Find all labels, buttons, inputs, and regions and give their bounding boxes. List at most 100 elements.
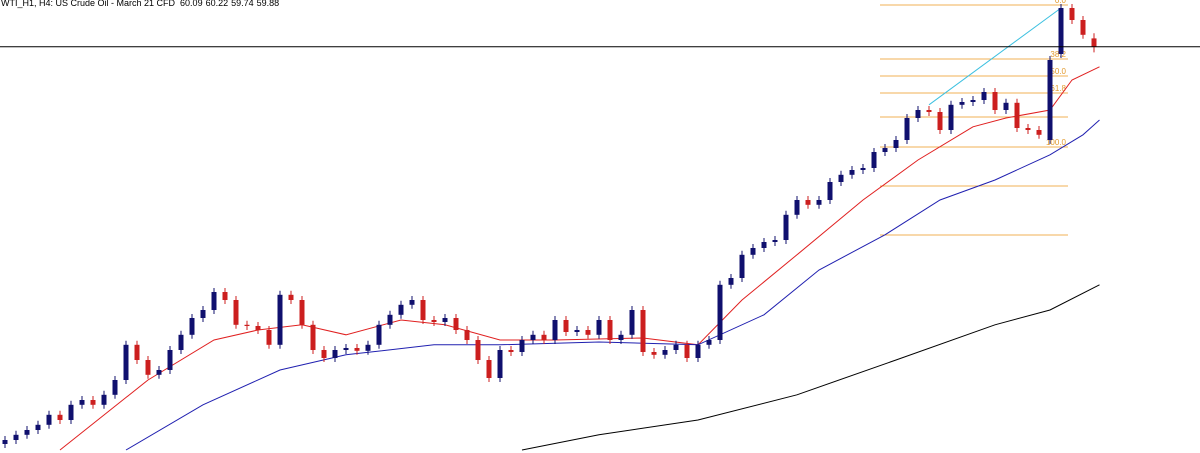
candle-body [893,140,899,148]
candle-body [1080,20,1086,35]
candle-body [948,104,954,130]
candle-body [90,400,96,405]
candle-body [134,344,140,360]
candle-body [684,344,690,358]
candle-body [805,200,811,205]
candle-body [783,214,789,240]
candle-body [123,344,129,380]
fib-label: 0.0 [1055,0,1067,5]
candle-body [750,248,756,255]
candle-body [321,350,327,358]
candle-body [145,360,151,375]
candle-body [167,350,173,370]
candle-body [1069,8,1075,20]
candle-body [882,148,888,152]
candle-body [629,310,635,335]
candle-body [255,326,261,330]
candle-body [189,318,195,335]
candle-body [695,344,701,358]
indicator-line [125,119,1100,451]
candle-body [332,350,338,358]
candle-body [442,318,448,322]
candle-body [728,278,734,285]
candle-body [838,174,844,182]
candle-body [574,330,580,332]
candle-body [640,310,646,352]
candle-body [651,352,657,355]
candle-body [860,168,866,170]
candle-body [13,434,19,440]
candle-body [299,300,305,325]
candle-body [926,110,932,112]
fib-label: 50.0 [1050,67,1066,76]
candle-body [673,344,679,350]
candle-body [508,350,514,352]
candle-body [662,350,668,355]
candle-body [354,348,360,351]
candle-body [1047,60,1053,140]
candle-body [310,324,316,350]
candle-body [552,320,558,340]
candle-body [1058,8,1064,54]
candle-body [156,370,162,375]
candle-body [607,320,613,340]
candle-body [431,320,437,322]
candle-body [420,300,426,320]
candle-body [376,324,382,345]
candle-body [1003,102,1009,110]
candle-body [706,340,712,345]
candle-body [409,300,415,305]
candle-body [46,414,52,425]
candle-body [871,152,877,168]
candle-body [57,414,63,420]
candle-body [24,430,30,435]
candle-body [915,110,921,118]
candle-body [981,92,987,100]
candle-body [277,294,283,345]
candle-body [112,380,118,395]
candle-body [398,304,404,315]
ohlc-high: 60.22 [206,0,229,8]
candle-body [1025,128,1031,130]
candle-body [497,350,503,378]
candle-body [739,254,745,278]
candle-body [233,300,239,325]
candle-body [519,340,525,352]
chart-title: WTI_H1, H4: US Crude Oil - March 21 CFD [1,0,176,8]
candle-body [816,200,822,205]
candle-body [904,118,910,140]
candle-body [244,324,250,326]
candle-body [288,294,294,300]
candle-body [266,330,272,345]
candle-body [35,424,41,430]
candle-body [343,348,349,350]
candle-body [222,292,228,300]
ohlc-open: 60.09 [180,0,203,8]
fib-label: 61.8 [1050,84,1066,93]
candle-body [486,360,492,378]
candle-body [1091,38,1097,47]
candle-body [761,242,767,248]
candle-body [717,284,723,340]
candle-body [79,400,85,405]
candle-body [541,334,547,340]
candle-body [585,330,591,335]
candle-body [453,318,459,330]
candle-body [827,182,833,200]
ohlc-low: 59.74 [231,0,254,8]
candle-body [563,320,569,332]
candle-body [178,334,184,350]
candle-body [970,100,976,102]
candle-body [475,340,481,360]
candle-body [772,240,778,242]
ohlc-close: 59.88 [257,0,280,8]
indicator-line [521,284,1100,451]
candle-body [200,310,206,318]
candle-body [937,112,943,130]
candle-body [101,394,107,405]
candle-body [849,170,855,175]
candle-body [1036,130,1042,135]
candle-body [794,200,800,215]
